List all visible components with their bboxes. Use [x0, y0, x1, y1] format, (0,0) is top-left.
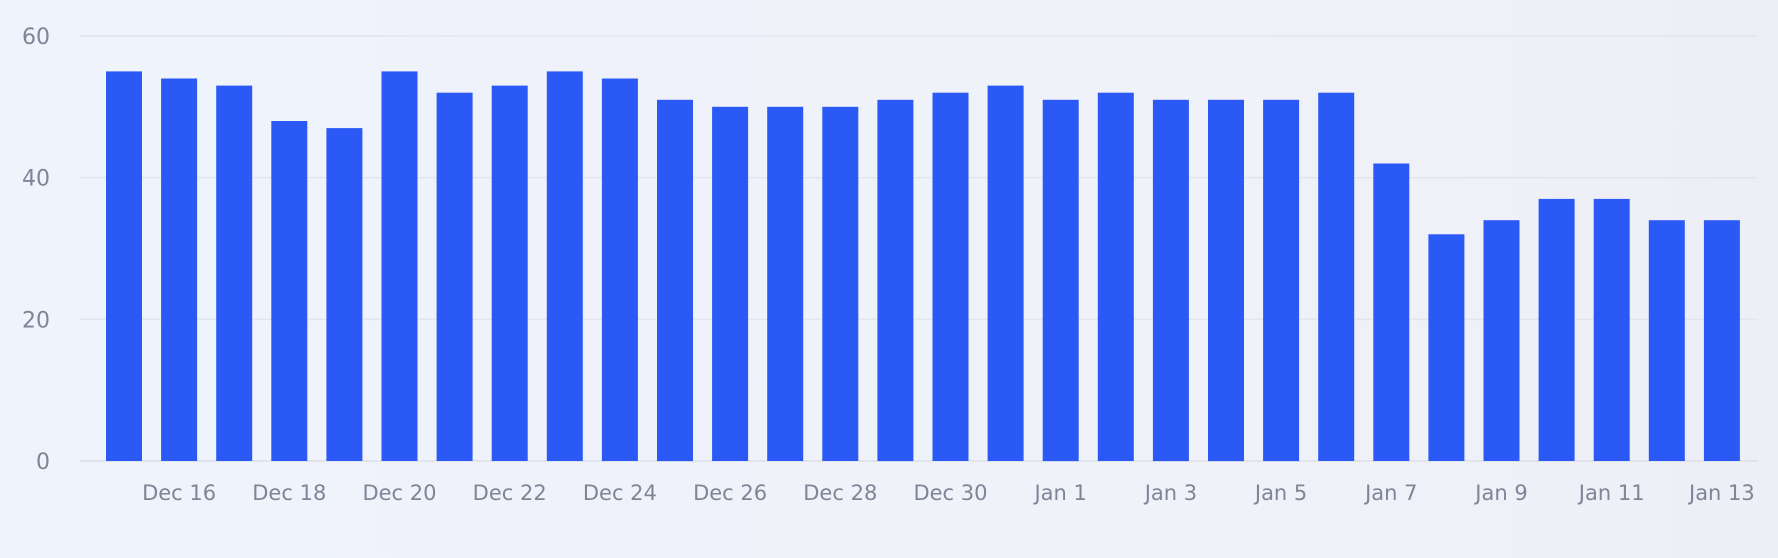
bar-jan-8[interactable]: [1428, 234, 1465, 461]
bar-dec-17[interactable]: [216, 85, 253, 461]
bar-jan-2[interactable]: [1097, 92, 1134, 461]
bar-jan-13[interactable]: [1703, 220, 1740, 461]
bar-jan-11[interactable]: [1593, 198, 1630, 461]
bar-dec-16[interactable]: [161, 78, 198, 462]
bar-jan-4[interactable]: [1208, 99, 1244, 462]
bar-jan-12[interactable]: [1648, 220, 1685, 461]
x-tick-label: Jan 9: [1473, 481, 1527, 505]
y-axis: 0 20 40 60: [22, 25, 50, 475]
bar-dec-20[interactable]: [381, 71, 418, 462]
bar-jan-7[interactable]: [1373, 163, 1410, 462]
bar-dec-30[interactable]: [932, 92, 969, 461]
bar-dec-22[interactable]: [491, 85, 528, 461]
x-tick-label: Dec 30: [913, 481, 987, 505]
x-tick-label: Dec 22: [473, 481, 547, 505]
bar-jan-1[interactable]: [1042, 99, 1079, 462]
bar-dec-29[interactable]: [877, 99, 914, 462]
bar-dec-24[interactable]: [601, 78, 638, 462]
y-tick-label: 20: [22, 308, 50, 333]
bar-dec-28[interactable]: [822, 106, 859, 462]
x-tick-label: Jan 11: [1577, 481, 1645, 505]
bar-jan-3[interactable]: [1152, 99, 1189, 462]
bar-dec-26[interactable]: [712, 106, 749, 462]
bars-layer: [106, 71, 1740, 462]
x-tick-label: Jan 13: [1687, 481, 1755, 505]
x-tick-label: Dec 28: [803, 481, 877, 505]
bar-dec-19[interactable]: [326, 128, 363, 461]
bar-dec-31[interactable]: [987, 85, 1024, 461]
y-tick-label: 40: [22, 167, 50, 192]
x-tick-label: Dec 20: [362, 481, 436, 505]
x-tick-label: Jan 5: [1253, 481, 1307, 505]
x-tick-label: Jan 1: [1032, 481, 1086, 505]
x-tick-label: Jan 7: [1363, 481, 1417, 505]
bar-dec-15[interactable]: [106, 71, 142, 462]
bar-jan-10[interactable]: [1538, 198, 1575, 461]
bar-dec-25[interactable]: [657, 99, 693, 462]
y-tick-label: 60: [22, 25, 50, 50]
x-tick-label: Dec 24: [583, 481, 657, 505]
x-tick-label: Dec 16: [142, 481, 216, 505]
x-tick-label: Dec 18: [252, 481, 326, 505]
bar-dec-23[interactable]: [546, 71, 583, 462]
bar-jan-9[interactable]: [1483, 220, 1520, 461]
bar-jan-5[interactable]: [1263, 99, 1300, 462]
bar-jan-6[interactable]: [1318, 92, 1355, 461]
bar-dec-27[interactable]: [767, 106, 804, 462]
bar-dec-18[interactable]: [271, 121, 308, 461]
y-tick-label: 0: [36, 450, 50, 475]
bar-dec-21[interactable]: [436, 92, 473, 461]
x-tick-label: Jan 3: [1143, 481, 1197, 505]
x-tick-label: Dec 26: [693, 481, 767, 505]
x-axis: Dec 16 Dec 18 Dec 20 Dec 22 Dec 24 Dec 26 Dec …: [142, 481, 1755, 505]
